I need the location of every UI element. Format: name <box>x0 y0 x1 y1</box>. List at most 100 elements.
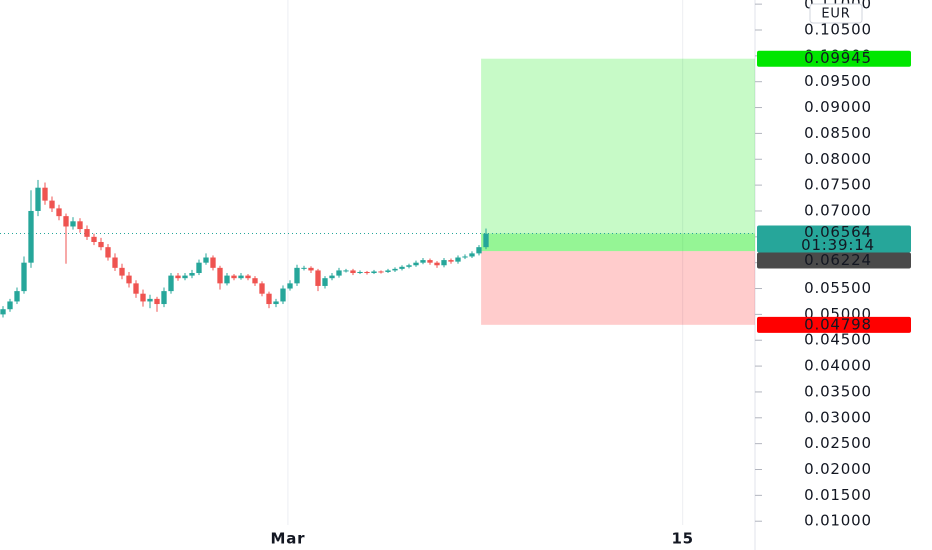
candle-body <box>378 271 384 273</box>
y-tick-label: 0.02000 <box>804 460 872 478</box>
profit-zone <box>481 58 755 252</box>
y-tick-label: 0.01500 <box>804 486 872 504</box>
candle-body <box>399 266 405 269</box>
loss-zone <box>481 251 755 325</box>
entry-box <box>757 252 911 269</box>
candle-body <box>329 275 335 279</box>
candle-body <box>224 275 230 284</box>
currency-box <box>809 3 863 24</box>
candle-body <box>56 208 62 217</box>
candle-body <box>147 298 153 302</box>
current-label: 0.06564 <box>804 223 872 241</box>
candle-body <box>35 187 41 211</box>
candle-body <box>476 247 482 254</box>
candle-body <box>385 270 391 272</box>
candle-body <box>392 268 398 271</box>
y-tick-label: 0.03500 <box>804 382 872 400</box>
candle-body <box>420 260 426 263</box>
candle-body <box>70 221 76 227</box>
y-tick-label: 0.08000 <box>804 150 872 168</box>
candle-body <box>91 236 97 242</box>
y-tick-label: 0.10500 <box>804 20 872 38</box>
candle-body <box>413 262 419 266</box>
candle-body <box>273 301 279 305</box>
candle-body <box>357 271 363 274</box>
candle-body <box>343 270 349 272</box>
y-tick-label: 0.02500 <box>804 434 872 452</box>
candle-body <box>126 275 132 284</box>
candle-body <box>301 267 307 269</box>
candle-body <box>189 273 195 276</box>
y-tick-label: 0.09000 <box>804 98 872 116</box>
candle-body <box>315 270 321 286</box>
candle-body <box>49 200 55 209</box>
candle-body <box>98 241 104 248</box>
candle-body <box>14 291 20 302</box>
current-box <box>757 225 911 253</box>
candle-body <box>112 257 118 268</box>
candle-body <box>140 293 146 302</box>
y-tick-label: 0.04000 <box>804 357 872 375</box>
candle-body <box>196 262 202 274</box>
candle-body <box>154 298 160 305</box>
candle-body <box>21 262 27 292</box>
stop-box <box>757 316 911 333</box>
candle-body <box>210 257 216 268</box>
candle-body <box>371 271 377 274</box>
y-tick-label: 0.07000 <box>804 201 872 219</box>
candle-body <box>77 221 83 230</box>
candle-body <box>266 293 272 305</box>
candle-body <box>42 187 48 201</box>
candle-body <box>7 301 13 310</box>
candle-body <box>308 267 314 271</box>
candle-body <box>105 247 111 258</box>
candle-body <box>434 262 440 266</box>
candle-body <box>350 270 356 274</box>
candle-body <box>259 283 265 294</box>
candle-body <box>427 260 433 263</box>
candle-body <box>63 216 69 227</box>
y-tick-label: 0.04500 <box>804 331 872 349</box>
x-tick-label: 15 <box>671 530 693 548</box>
candle-body <box>0 309 6 315</box>
target-box <box>757 50 911 67</box>
candle-body <box>483 233 489 248</box>
candle-body <box>462 256 468 258</box>
candle-body <box>469 253 475 257</box>
stop-label: 0.04798 <box>804 315 872 333</box>
candle-body <box>119 267 125 276</box>
candle-body <box>406 265 412 267</box>
candle-body <box>336 270 342 276</box>
candle-body <box>252 278 258 284</box>
candle-body <box>294 267 300 284</box>
candle-body <box>217 267 223 284</box>
current-label: 01:39:14 <box>801 236 875 254</box>
candle-body <box>455 257 461 262</box>
candle-body <box>441 260 447 266</box>
candle-body <box>168 275 174 292</box>
candle-body <box>161 291 167 305</box>
target-label: 0.09945 <box>804 49 872 67</box>
y-tick-label: 0.01000 <box>804 512 872 530</box>
y-tick-label: 0.08500 <box>804 124 872 142</box>
candle-body <box>84 229 90 237</box>
candle-body <box>280 288 286 302</box>
entry-label: 0.06224 <box>804 251 872 269</box>
candle-body <box>448 260 454 262</box>
candle-body <box>287 283 293 289</box>
candle-body <box>133 283 139 294</box>
candle-body <box>245 275 251 279</box>
candle-body <box>28 210 34 263</box>
current-profit-zone <box>481 233 755 252</box>
y-tick-label: 0.05500 <box>804 279 872 297</box>
candle-body <box>231 275 237 279</box>
y-tick-label: 0.07500 <box>804 176 872 194</box>
currency-label: EUR <box>821 7 850 22</box>
y-tick-label: 0.09500 <box>804 72 872 90</box>
candle-body <box>322 278 328 286</box>
candle-body <box>175 275 181 279</box>
y-tick-label: 0.03000 <box>804 408 872 426</box>
x-tick-label: Mar <box>270 530 305 548</box>
candle-body <box>182 275 188 279</box>
